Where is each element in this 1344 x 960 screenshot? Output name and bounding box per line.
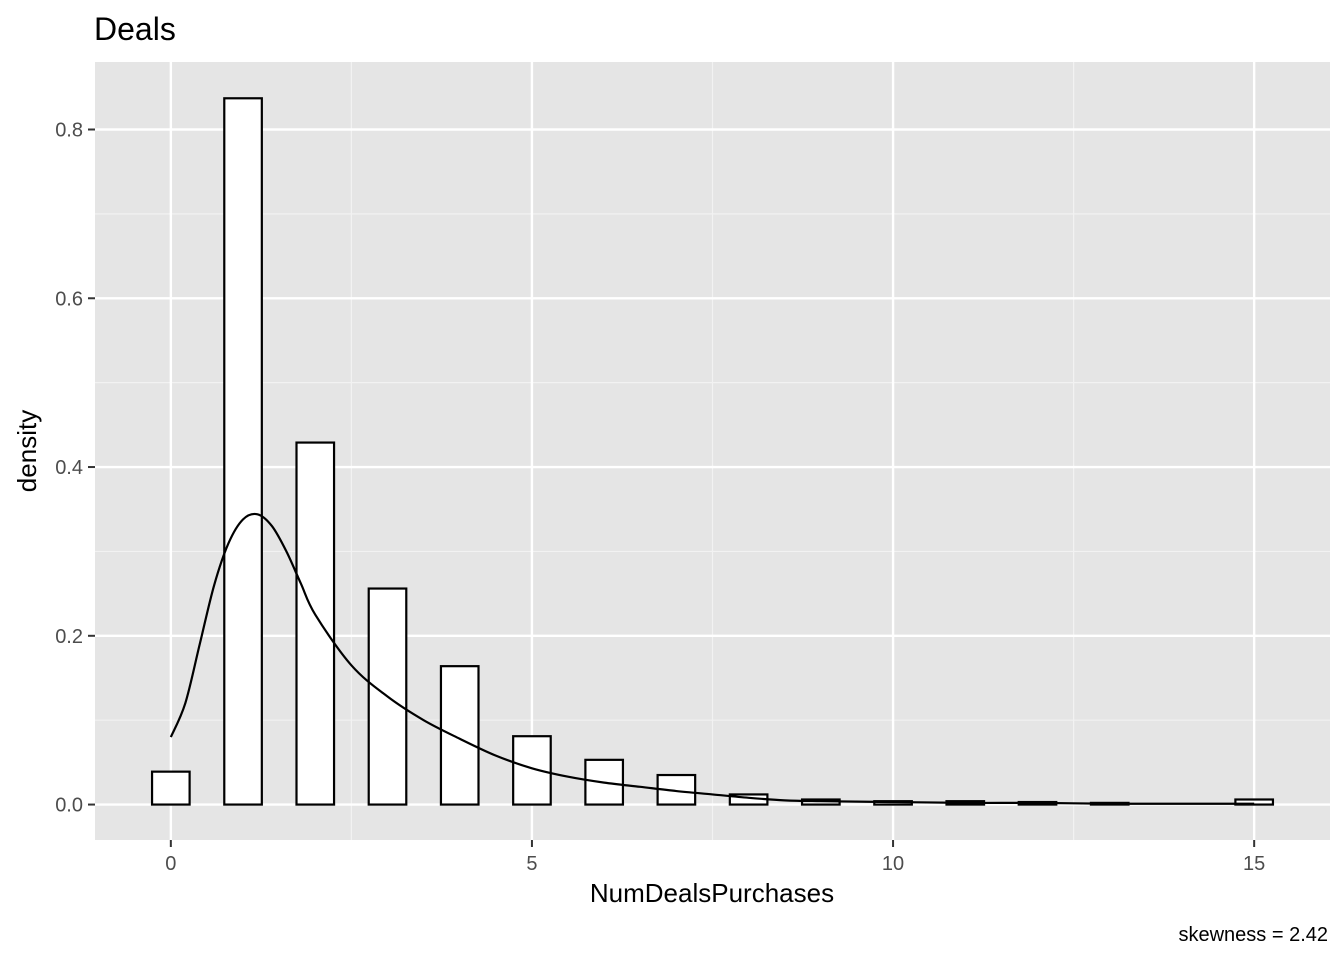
histogram-bars xyxy=(150,97,1275,806)
x-tick-label: 5 xyxy=(526,853,537,875)
x-tick-label: 15 xyxy=(1243,853,1265,875)
density-curve xyxy=(169,512,1255,805)
y-tick-label: 0.0 xyxy=(55,795,83,817)
skewness-caption: skewness = 2.42 xyxy=(1178,924,1328,946)
major-gridlines xyxy=(95,62,1330,840)
histogram-bar xyxy=(295,441,336,806)
histogram-bar xyxy=(512,735,552,806)
y-tick-label: 0.4 xyxy=(55,457,83,479)
y-axis-title: density xyxy=(12,410,42,492)
x-tick-label: 0 xyxy=(165,853,176,875)
histogram-bar xyxy=(150,770,191,806)
x-tick-label: 10 xyxy=(882,853,904,875)
histogram-bar xyxy=(223,97,263,806)
x-axis: 0 5 10 15 xyxy=(165,840,1265,875)
y-tick-label: 0.8 xyxy=(55,120,83,142)
x-axis-title: NumDealsPurchases xyxy=(590,878,834,908)
y-axis: 0.0 0.2 0.4 0.6 0.8 xyxy=(55,120,95,817)
histogram-bar xyxy=(439,665,480,806)
chart-title: Deals xyxy=(94,11,176,47)
histogram-bar xyxy=(1234,798,1275,806)
y-tick-label: 0.2 xyxy=(55,626,83,648)
y-tick-label: 0.6 xyxy=(55,288,83,310)
